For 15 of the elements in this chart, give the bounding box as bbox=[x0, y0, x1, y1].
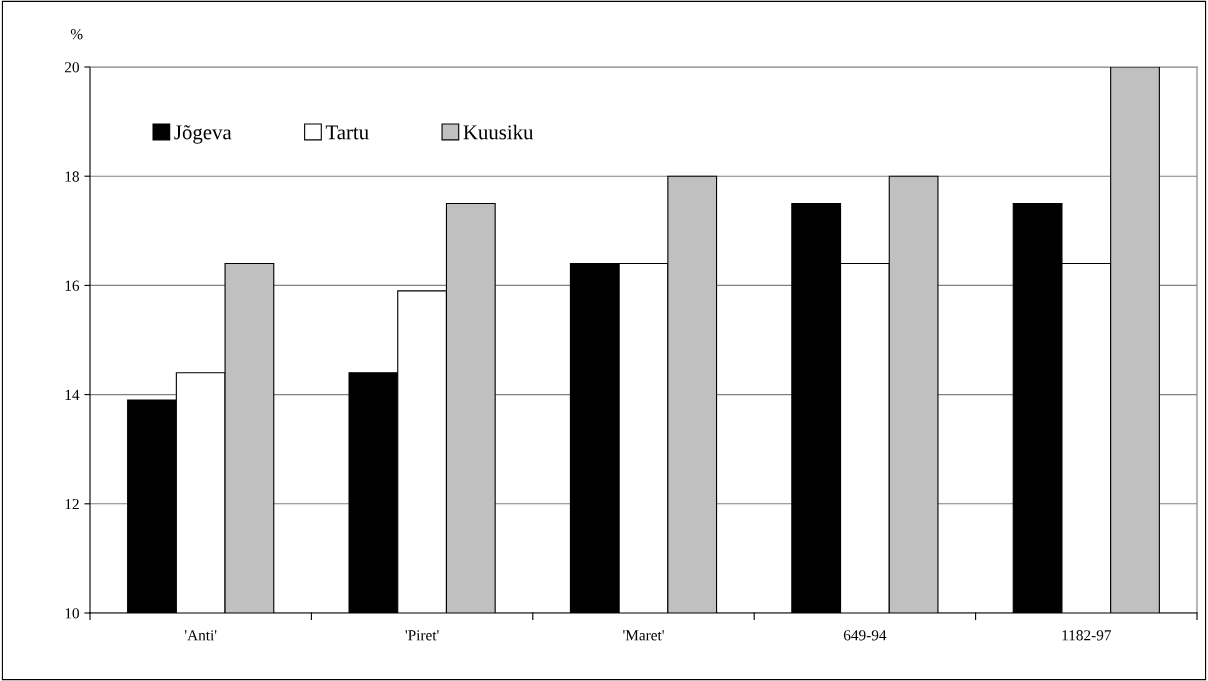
y-axis-title: % bbox=[70, 29, 83, 40]
y-tick-label: 20 bbox=[64, 62, 79, 73]
x-tick-label: 'Maret' bbox=[623, 630, 664, 641]
x-tick-label: 1182-97 bbox=[1062, 630, 1112, 641]
legend-label: Jõgeva bbox=[174, 125, 232, 144]
y-tick-label: 14 bbox=[65, 389, 80, 400]
legend-label: Tartu bbox=[325, 125, 369, 140]
legend-label: Kuusiku bbox=[463, 124, 534, 140]
y-tick-label: 12 bbox=[65, 498, 79, 510]
y-tick-label: 16 bbox=[65, 280, 80, 291]
y-tick-label: 10 bbox=[65, 608, 79, 619]
y-tick-label: 18 bbox=[65, 171, 79, 182]
x-tick-label: 'Piret' bbox=[405, 630, 439, 641]
x-tick-label: 'Anti' bbox=[185, 630, 217, 641]
x-tick-label: 649-94 bbox=[843, 630, 887, 641]
